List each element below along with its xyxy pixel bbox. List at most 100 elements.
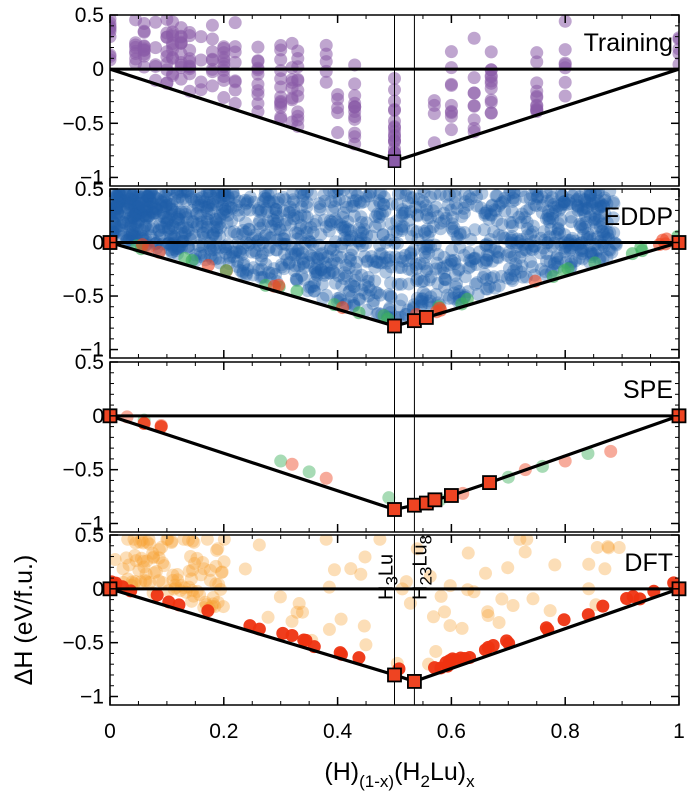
data-point <box>121 195 135 209</box>
data-point <box>267 202 281 216</box>
data-point <box>168 231 182 245</box>
data-point <box>264 189 278 199</box>
data-point <box>438 272 452 286</box>
data-point <box>331 126 345 140</box>
data-point <box>153 230 167 244</box>
data-point <box>159 199 173 213</box>
data-point <box>297 256 311 270</box>
data-point <box>455 209 469 223</box>
data-point <box>469 277 483 291</box>
data-point <box>159 211 173 225</box>
data-point <box>124 197 138 211</box>
data-point <box>158 189 172 203</box>
data-point <box>598 562 612 576</box>
data-point <box>503 268 517 282</box>
data-point <box>118 207 132 221</box>
data-point <box>209 577 223 591</box>
data-point <box>348 189 362 197</box>
data-point <box>505 229 519 243</box>
data-point <box>528 189 542 196</box>
data-point <box>169 215 183 229</box>
data-point <box>192 192 206 206</box>
data-point <box>348 112 362 126</box>
data-point <box>334 612 348 626</box>
data-point <box>597 228 611 242</box>
data-point <box>526 219 540 233</box>
data-point <box>585 246 599 260</box>
data-point <box>137 208 151 222</box>
data-point <box>200 191 214 205</box>
data-point <box>506 215 520 229</box>
data-point <box>300 210 314 224</box>
data-point <box>437 280 451 294</box>
data-point <box>289 272 303 286</box>
data-point <box>317 268 331 282</box>
data-point <box>195 215 209 229</box>
data-point <box>502 262 516 276</box>
data-point <box>287 212 301 226</box>
data-point <box>589 221 603 235</box>
data-point <box>277 262 291 276</box>
data-point <box>168 205 182 219</box>
y-tick-label: 0.5 <box>75 351 104 374</box>
data-point <box>192 189 206 199</box>
data-point <box>282 205 296 219</box>
data-point <box>153 217 167 231</box>
data-point <box>110 192 120 206</box>
data-point <box>360 255 374 269</box>
data-point <box>184 549 198 563</box>
data-point <box>362 289 376 303</box>
data-point <box>194 208 208 222</box>
data-point <box>285 614 299 628</box>
data-point <box>395 293 409 307</box>
data-point <box>217 91 231 105</box>
hull-square <box>387 154 402 168</box>
data-point <box>251 263 265 277</box>
data-point <box>206 590 220 604</box>
data-point <box>417 189 431 199</box>
data-point <box>136 223 150 237</box>
data-point <box>251 67 265 81</box>
data-point <box>116 562 130 576</box>
data-point <box>475 189 489 201</box>
data-point <box>123 219 137 233</box>
data-point <box>159 198 173 212</box>
data-point <box>345 199 359 213</box>
data-point <box>121 215 135 229</box>
data-point <box>308 217 322 231</box>
data-point <box>288 248 302 262</box>
data-point <box>357 195 371 209</box>
data-point <box>287 195 301 209</box>
data-point <box>114 223 128 237</box>
data-point <box>520 535 534 546</box>
data-point <box>117 216 131 230</box>
data-point <box>515 245 529 259</box>
data-point <box>217 70 231 84</box>
data-point <box>282 257 296 271</box>
scatter-points <box>120 410 618 511</box>
data-point <box>150 202 164 216</box>
data-point <box>239 268 253 282</box>
data-point <box>160 191 174 205</box>
data-point <box>568 189 582 200</box>
data-point <box>518 545 532 559</box>
data-point <box>110 53 117 67</box>
data-point <box>143 190 157 204</box>
data-point <box>349 262 363 276</box>
data-point <box>436 261 450 275</box>
data-point <box>349 193 363 207</box>
data-point <box>255 263 269 277</box>
data-point <box>165 535 179 548</box>
data-point <box>203 189 217 201</box>
data-point <box>262 243 276 257</box>
data-point <box>140 194 154 208</box>
data-point <box>330 256 344 270</box>
data-point <box>132 196 146 210</box>
data-point <box>176 189 190 197</box>
data-point <box>478 643 492 657</box>
data-point <box>525 242 539 256</box>
data-point <box>338 231 352 245</box>
data-point <box>372 194 386 208</box>
data-point <box>396 203 410 217</box>
data-point <box>414 294 428 308</box>
